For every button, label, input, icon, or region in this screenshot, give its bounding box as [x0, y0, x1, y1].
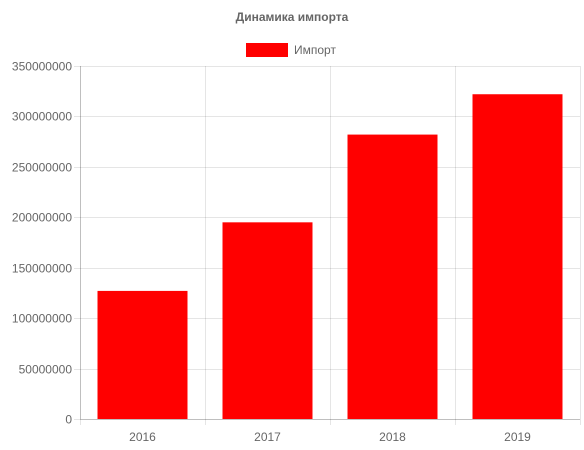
bar-2017[interactable] — [222, 222, 313, 419]
y-tick-label: 350000000 — [12, 60, 72, 74]
legend-swatch — [246, 43, 288, 57]
y-tick-label: 250000000 — [12, 161, 72, 175]
bars — [97, 94, 563, 420]
x-tick-label: 2018 — [379, 430, 406, 444]
y-tick-label: 50000000 — [19, 363, 73, 377]
y-tick-label: 0 — [65, 413, 72, 427]
y-tick-label: 200000000 — [12, 211, 72, 225]
y-tick-label: 300000000 — [12, 110, 72, 124]
y-tick-label: 150000000 — [12, 262, 72, 276]
bar-2018[interactable] — [347, 134, 438, 419]
y-axis-tick-labels: 0 50000000 100000000 150000000 200000000 2500… — [12, 60, 72, 427]
x-axis-tick-labels: 2016 2017 2018 2019 — [129, 430, 531, 444]
bar-2019[interactable] — [472, 94, 563, 420]
legend-label: Импорт — [294, 43, 336, 57]
chart-title: Динамика импорта — [236, 10, 349, 24]
y-tick-label: 100000000 — [12, 312, 72, 326]
legend[interactable]: Импорт — [246, 43, 336, 57]
axes — [74, 66, 580, 425]
x-tick-label: 2019 — [504, 430, 531, 444]
x-tick-label: 2017 — [254, 430, 281, 444]
x-tick-label: 2016 — [129, 430, 156, 444]
bar-2016[interactable] — [97, 290, 188, 419]
